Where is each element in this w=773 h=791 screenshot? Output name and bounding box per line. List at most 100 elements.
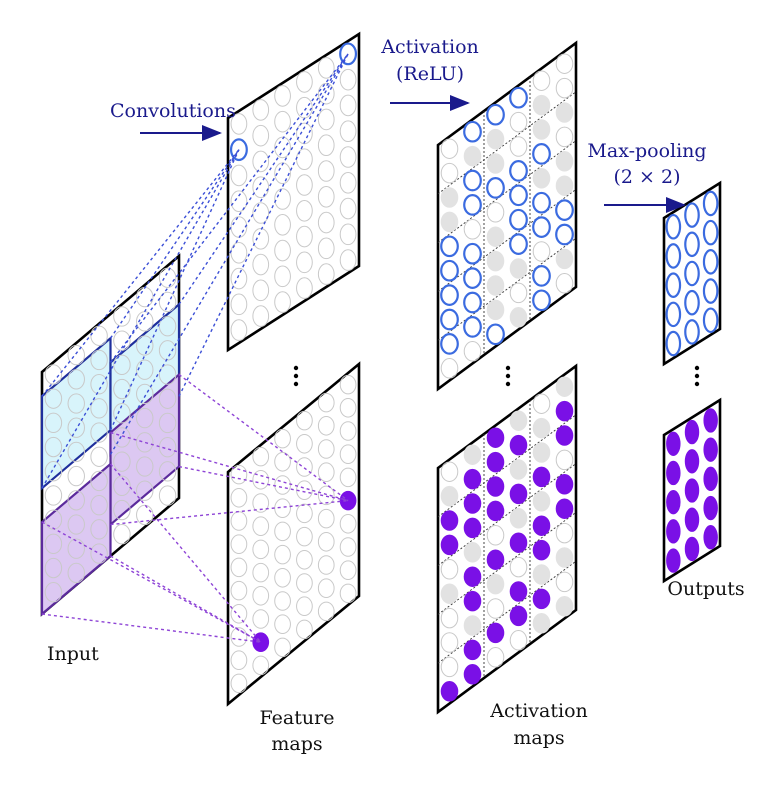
input-layer-neuron — [90, 373, 108, 395]
activation-map-1-neuron — [509, 111, 528, 133]
activation-map-2-neuron — [532, 515, 551, 536]
feature-map-2-frame — [226, 361, 361, 707]
activation-map-1-neuron — [440, 138, 459, 159]
activation-map-1-neuron — [555, 53, 574, 74]
output-map-2-neuron — [684, 536, 700, 562]
feature-map-1-neuron — [252, 176, 270, 199]
input-layer-neuron — [44, 436, 63, 458]
feature-map-1-neuron — [274, 136, 291, 159]
input-layer-neuron — [67, 514, 85, 535]
activation-map-2-neuron — [532, 613, 551, 634]
activation-map-1-neuron — [509, 160, 528, 182]
activation-map-1-neuron — [532, 191, 551, 214]
activation-map-1-neuron — [463, 267, 482, 289]
activation-map-2-neuron — [486, 622, 505, 644]
activation-map-1-neuron — [463, 242, 482, 265]
convolutions-label: Convolutions — [110, 100, 236, 122]
input-layer-neuron — [90, 422, 108, 443]
feature-map-1-neuron — [230, 190, 248, 213]
output-map-1-neuron — [665, 272, 682, 298]
activation-map-2-neuron — [532, 539, 551, 561]
activation-map-1-neuron — [440, 211, 459, 233]
activation-maps-label: Activation — [489, 700, 588, 722]
feature-map-2-neuron — [274, 637, 291, 658]
activation-map-2-neuron — [532, 491, 551, 512]
activation-map-1-neuron — [486, 323, 505, 346]
feature-maps-label-line2: maps — [271, 733, 322, 755]
feature-map-1-neuron — [252, 150, 270, 173]
feature-map-1-neuron — [339, 68, 357, 91]
input-layer-neuron — [67, 562, 85, 584]
activation-map-1-neuron — [555, 248, 574, 270]
activation-map-2-pool-hline — [437, 512, 577, 615]
activation-map-1-neuron — [463, 219, 482, 240]
activation-map-2-neuron — [509, 581, 528, 602]
output-map-1-neuron — [702, 190, 719, 217]
output-map-2-neuron — [684, 478, 700, 503]
output-map-2-neuron — [703, 525, 718, 550]
input-layer-neuron — [158, 340, 177, 361]
feature-map-2-neuron — [274, 591, 291, 611]
activation-map-1-neuron — [440, 259, 459, 282]
activation-map-2-neuron — [509, 434, 528, 456]
feature-map-1-neuron — [296, 251, 313, 274]
activation-map-1-neuron — [555, 102, 574, 123]
input-layer-neuron — [113, 354, 131, 376]
feature-map-2-neuron — [296, 410, 313, 431]
activation-map-1-neuron — [509, 233, 528, 255]
connection-blue — [109, 149, 240, 339]
feature-map-2-neuron — [296, 503, 313, 524]
output-map-1 — [662, 180, 722, 367]
activation-map-2-neuron — [486, 451, 505, 473]
input-layer-neuron — [90, 398, 108, 419]
input-layer-neuron — [44, 533, 63, 555]
activation-map-2-neuron — [555, 522, 574, 544]
activation-map-1-neuron — [509, 307, 528, 328]
feature-map-2-neuron — [252, 539, 270, 560]
activation-map-1-neuron — [486, 103, 505, 126]
activation-map-2-neuron — [463, 493, 482, 514]
activation-map-2-neuron — [440, 534, 459, 556]
activation-map-1-neuron — [463, 145, 482, 167]
feature-map-1-neuron — [317, 160, 335, 182]
feature-map-2-neuron — [274, 521, 291, 542]
feature-map-2-neuron — [274, 544, 291, 565]
feature-map-2-neuron — [317, 578, 335, 598]
feature-map-1-neuron — [317, 108, 335, 131]
feature-map-1-neuron — [296, 277, 313, 299]
feature-map-2-neuron — [317, 555, 335, 575]
feature-map-1-neuron — [339, 146, 357, 168]
feature-map-2-neuron — [339, 490, 357, 511]
feature-map-2-neuron — [252, 470, 270, 490]
connection-blue — [178, 53, 349, 397]
activation-map-1-neuron — [555, 273, 574, 294]
activation-map-1-neuron — [509, 184, 528, 207]
activation-map-1-neuron — [532, 143, 551, 165]
activation-map-1-neuron — [486, 128, 505, 150]
activation-map-1-neuron — [532, 94, 551, 116]
activation-map-1-neuron — [440, 235, 459, 258]
output-map-1-neuron — [684, 260, 700, 287]
activation-map-1-neuron — [486, 250, 505, 272]
input-layer-neuron — [44, 364, 63, 385]
activation-map-1-neuron — [532, 216, 551, 238]
input-layer-neuron — [67, 417, 85, 438]
activation-map-2-neuron — [463, 468, 482, 490]
feature-map-2-neuron — [252, 632, 270, 652]
input-layer-neuron — [158, 267, 177, 288]
activation-map-1-neuron — [463, 120, 482, 143]
activation-map-2 — [436, 363, 578, 715]
feature-map-2-neuron — [274, 498, 291, 518]
output-map-1-neuron — [684, 289, 700, 316]
output-map-2-neuron — [666, 489, 681, 515]
activation-map-2-neuron — [440, 681, 459, 702]
activation-map-1-neuron — [532, 168, 551, 189]
activation-map-1 — [436, 40, 578, 392]
input-label: Input — [47, 643, 99, 665]
input-layer-neuron — [136, 407, 154, 429]
connection-purple — [178, 374, 349, 502]
activation-map-1-neuron — [532, 119, 551, 140]
activation-map-2-neuron — [555, 376, 574, 397]
activation-map-2-neuron — [440, 632, 459, 653]
